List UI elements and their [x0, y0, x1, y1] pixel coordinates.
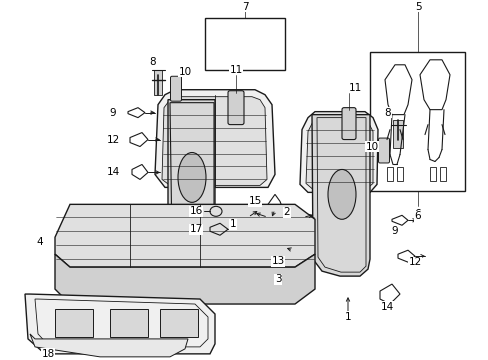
- Text: 11: 11: [347, 83, 361, 93]
- Bar: [55, 309, 93, 337]
- Polygon shape: [168, 100, 215, 264]
- Text: 6: 6: [414, 211, 421, 221]
- Text: 18: 18: [41, 349, 55, 359]
- Text: 1: 1: [229, 219, 236, 229]
- Text: 5: 5: [414, 2, 421, 12]
- Text: 4: 4: [37, 237, 43, 247]
- Text: 9: 9: [109, 108, 116, 118]
- Bar: [396, 167, 402, 181]
- FancyBboxPatch shape: [227, 91, 244, 125]
- Text: 17: 17: [189, 224, 202, 234]
- Bar: [160, 309, 198, 337]
- Text: 13: 13: [271, 256, 284, 266]
- Text: 11: 11: [229, 65, 242, 75]
- Text: 7: 7: [241, 2, 248, 12]
- Polygon shape: [311, 114, 369, 276]
- Ellipse shape: [327, 170, 355, 219]
- Bar: [110, 309, 148, 337]
- Bar: [439, 167, 445, 181]
- Text: 8: 8: [149, 57, 156, 67]
- Text: 5: 5: [414, 2, 421, 12]
- Text: 1: 1: [344, 312, 350, 322]
- Bar: [429, 167, 435, 181]
- Text: 8: 8: [384, 108, 390, 118]
- Bar: [392, 120, 402, 148]
- Text: 10: 10: [178, 67, 191, 77]
- FancyBboxPatch shape: [378, 138, 389, 163]
- Text: 11: 11: [347, 83, 361, 93]
- Text: 3: 3: [274, 274, 281, 284]
- Ellipse shape: [178, 153, 205, 202]
- Polygon shape: [155, 90, 274, 188]
- Text: 12: 12: [407, 257, 421, 267]
- Polygon shape: [25, 294, 215, 354]
- Bar: [154, 70, 162, 95]
- Text: 16: 16: [189, 206, 202, 216]
- FancyBboxPatch shape: [341, 108, 355, 140]
- Text: 12: 12: [106, 135, 120, 145]
- Text: 6: 6: [414, 209, 421, 219]
- Bar: [386, 167, 392, 181]
- Polygon shape: [55, 254, 314, 304]
- Polygon shape: [55, 204, 314, 267]
- FancyBboxPatch shape: [170, 76, 181, 101]
- Polygon shape: [305, 118, 372, 189]
- Text: 14: 14: [106, 167, 120, 177]
- Polygon shape: [30, 334, 187, 357]
- Bar: [369, 52, 464, 192]
- Text: 9: 9: [391, 226, 398, 236]
- Polygon shape: [162, 97, 266, 185]
- Text: 11: 11: [229, 65, 242, 75]
- Text: 15: 15: [248, 196, 261, 206]
- Text: 14: 14: [380, 302, 393, 312]
- Polygon shape: [299, 112, 377, 192]
- Bar: [204, 18, 285, 70]
- Text: 2: 2: [283, 207, 290, 217]
- Text: 10: 10: [365, 141, 378, 152]
